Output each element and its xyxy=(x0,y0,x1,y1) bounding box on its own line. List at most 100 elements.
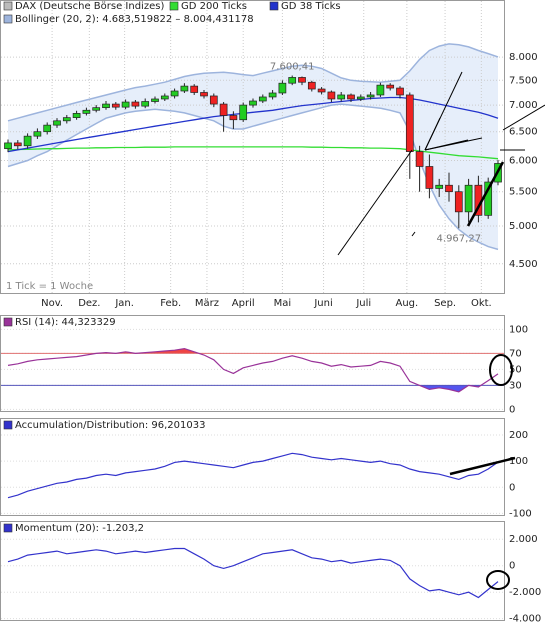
drawn-trendline xyxy=(424,137,483,151)
panel-title: Accumulation/Distribution: 96,201033 xyxy=(15,420,205,431)
y-tick-label: -2.000 xyxy=(509,587,541,598)
legend-label: Bollinger (20, 2): 4.683,519822 – 8.004,… xyxy=(15,14,254,25)
y-tick-label: 200 xyxy=(509,430,528,441)
candle-body xyxy=(111,103,120,108)
candle-body xyxy=(307,81,316,90)
legend-label: DAX (Deutsche Börse Indizes) xyxy=(15,1,164,12)
x-tick-label: Feb. xyxy=(160,298,181,309)
legend-swatch xyxy=(3,14,13,24)
legend-swatch xyxy=(3,317,13,327)
annotation: 4.967,27 xyxy=(437,233,482,244)
series-line xyxy=(7,452,499,499)
legend-label: GD 38 Ticks xyxy=(281,1,341,12)
candle-body xyxy=(484,181,493,216)
candle-body xyxy=(4,142,12,150)
candle-body xyxy=(102,103,110,109)
candle-body xyxy=(464,184,473,213)
candle-body xyxy=(445,184,453,193)
y-tick-label: 50 xyxy=(509,364,522,375)
candle-body xyxy=(53,120,61,126)
candle-body xyxy=(82,109,91,114)
y-tick-label: 30 xyxy=(509,380,522,391)
candle-body xyxy=(337,94,346,100)
x-tick-label: Aug. xyxy=(396,298,419,309)
band-fill xyxy=(8,43,498,250)
y-tick-label: 5.500 xyxy=(509,187,538,198)
x-tick-label: April xyxy=(232,298,255,309)
candle-body xyxy=(13,142,22,147)
candle-body xyxy=(141,101,150,107)
candle-body xyxy=(229,115,238,121)
drawn-trendline xyxy=(411,231,416,237)
drawn-trendline xyxy=(424,117,441,151)
drawn-trendline xyxy=(466,161,505,227)
y-tick-label: 100 xyxy=(509,324,528,335)
legend-swatch xyxy=(169,1,179,11)
candle-body xyxy=(190,85,199,93)
y-tick-label: 7.500 xyxy=(509,75,538,86)
candle-body xyxy=(317,88,326,93)
y-tick-label: 0 xyxy=(509,482,515,493)
candle-body xyxy=(405,94,414,152)
candle-body xyxy=(219,103,228,116)
candle-body xyxy=(454,191,463,213)
candle-body xyxy=(268,92,277,98)
panels xyxy=(0,0,505,621)
candle-body xyxy=(298,77,306,83)
x-tick-label: Juni xyxy=(313,298,332,309)
x-tick-label: Jan. xyxy=(114,298,134,309)
panel-title: RSI (14): 44,323329 xyxy=(15,317,116,328)
candle-body xyxy=(131,101,140,107)
y-tick-label: 4.500 xyxy=(509,259,538,270)
x-tick-label: März xyxy=(195,298,219,309)
drawn-trendline xyxy=(449,456,516,476)
footnote: 1 Tick = 1 Woche xyxy=(6,281,93,292)
legend-swatch xyxy=(3,523,13,533)
drawn-trendline xyxy=(502,104,545,131)
candle-body xyxy=(366,94,375,98)
candle-body xyxy=(258,96,267,102)
candle-body xyxy=(62,117,71,122)
legend-swatch xyxy=(3,1,13,11)
drawn-trendline xyxy=(337,149,413,256)
y-tick-label: 6.000 xyxy=(509,155,538,166)
y-tick-label: 8.000 xyxy=(509,52,538,63)
candle-body xyxy=(43,124,52,133)
candle-body xyxy=(160,95,169,100)
x-tick-label: Juli xyxy=(355,298,371,309)
candle-body xyxy=(435,184,444,189)
candle-body xyxy=(249,100,257,106)
candle-body xyxy=(151,98,159,102)
y-tick-label: -4.000 xyxy=(509,614,541,625)
band-upper xyxy=(7,43,499,122)
candle-body xyxy=(356,96,365,100)
ad-panel xyxy=(0,418,505,516)
candle-body xyxy=(72,113,81,118)
x-tick-label: Dez. xyxy=(78,298,100,309)
candle-body xyxy=(425,166,434,189)
y-tick-label: 7.000 xyxy=(509,100,538,111)
y-tick-label: 0 xyxy=(509,404,515,415)
candle-body xyxy=(396,87,404,96)
candle-body xyxy=(92,107,101,111)
candle-body xyxy=(386,84,395,89)
x-tick-label: Sep. xyxy=(434,298,456,309)
y-tick-label: 70 xyxy=(509,348,522,359)
candle-body xyxy=(180,85,189,92)
candle-body xyxy=(170,90,179,97)
candle-body xyxy=(239,104,248,121)
y-tick-label: 6.500 xyxy=(509,127,538,138)
drawn-circle xyxy=(486,570,510,590)
candle-body xyxy=(278,82,287,94)
candle-body xyxy=(121,101,130,108)
annotation: 7.600,41 xyxy=(270,62,315,73)
candle-body xyxy=(288,77,297,84)
candle-body xyxy=(200,92,208,97)
panel-title: Momentum (20): -1.203,2 xyxy=(15,523,144,534)
legend-label: GD 200 Ticks xyxy=(181,1,247,12)
candle-body xyxy=(415,151,424,167)
y-tick-label: 2.000 xyxy=(509,534,538,545)
legend-swatch xyxy=(269,1,279,11)
y-tick-label: 0 xyxy=(509,561,515,572)
candle-body xyxy=(376,84,385,96)
